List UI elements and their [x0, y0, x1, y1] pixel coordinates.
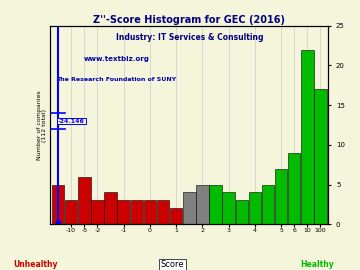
Bar	[288, 153, 301, 224]
Bar	[301, 50, 314, 224]
Text: Healthy: Healthy	[300, 260, 334, 269]
Text: Unhealthy: Unhealthy	[14, 260, 58, 269]
Bar	[91, 200, 104, 224]
Text: -24.146: -24.146	[58, 119, 85, 124]
Bar	[235, 200, 248, 224]
Bar	[52, 184, 64, 224]
Title: Z''-Score Histogram for GEC (2016): Z''-Score Histogram for GEC (2016)	[93, 15, 285, 25]
Bar	[314, 89, 327, 224]
Text: www.textbiz.org: www.textbiz.org	[84, 56, 149, 62]
Text: Industry: IT Services & Consulting: Industry: IT Services & Consulting	[116, 33, 263, 42]
Bar	[275, 169, 287, 224]
Bar	[104, 193, 117, 224]
Bar	[196, 184, 209, 224]
Y-axis label: Number of companies
(112 total): Number of companies (112 total)	[37, 90, 48, 160]
Bar	[157, 200, 169, 224]
Text: The Research Foundation of SUNY: The Research Foundation of SUNY	[56, 77, 176, 82]
Bar	[131, 200, 143, 224]
Bar	[249, 193, 261, 224]
Bar	[222, 193, 235, 224]
Bar	[170, 208, 183, 224]
Text: Score: Score	[161, 260, 185, 269]
Bar	[183, 193, 195, 224]
Bar	[78, 177, 90, 224]
Bar	[65, 200, 77, 224]
Bar	[144, 200, 156, 224]
Bar	[209, 184, 222, 224]
Bar	[117, 200, 130, 224]
Bar	[262, 184, 274, 224]
